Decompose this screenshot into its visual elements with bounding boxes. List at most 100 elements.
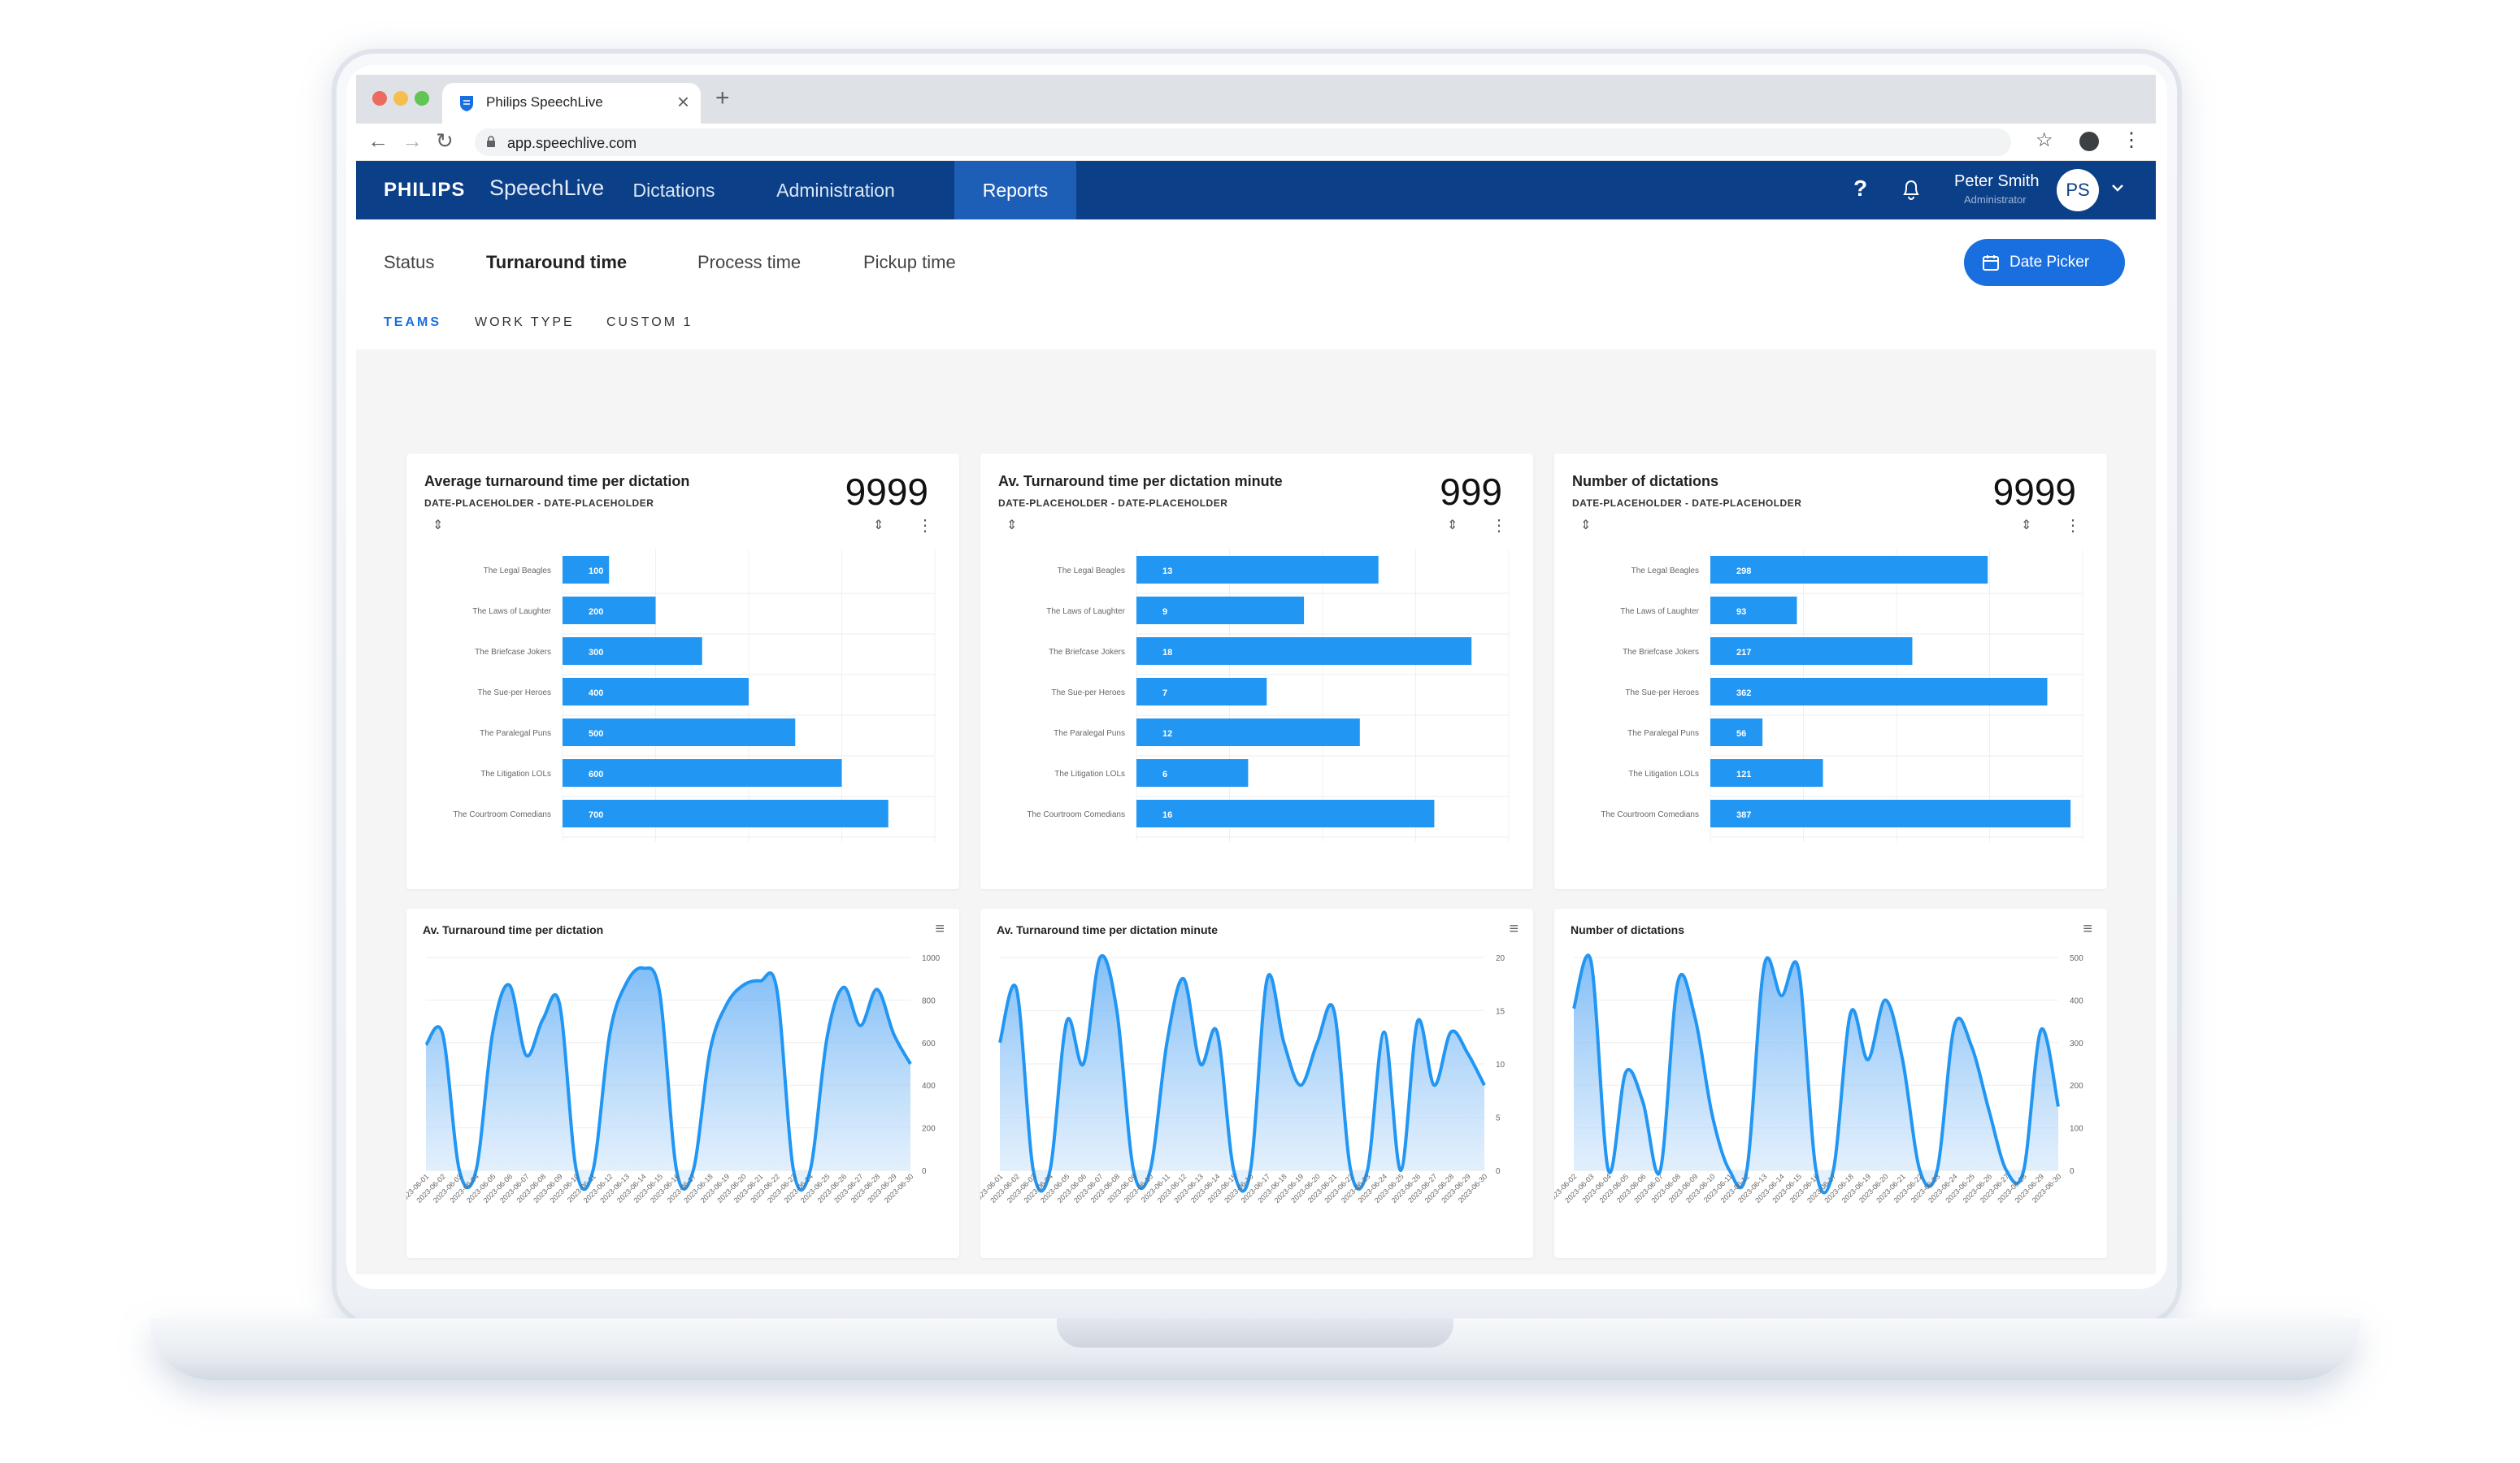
bar [1136, 556, 1379, 584]
bar-value-label: 93 [1736, 607, 1746, 617]
bell-icon[interactable] [1901, 177, 1922, 202]
window-zoom-dot[interactable] [415, 91, 429, 106]
bookmark-star-icon[interactable]: ☆ [2036, 129, 2053, 151]
bar-value-label: 18 [1162, 648, 1172, 658]
window-minimize-dot[interactable] [393, 91, 408, 106]
help-icon[interactable]: ? [1853, 176, 1868, 201]
bar [1710, 637, 1913, 665]
nav-dictations[interactable]: Dictations [632, 180, 715, 201]
sort-icon[interactable]: ⇕ [1447, 519, 1458, 532]
card-total: 999 [1440, 471, 1502, 513]
bar-category-label: The Courtroom Comedians [453, 810, 551, 819]
bar-category-label: The Courtroom Comedians [1601, 810, 1699, 819]
nav-reports[interactable]: Reports [954, 161, 1076, 219]
card-date-range: DATE-PLACEHOLDER - DATE-PLACEHOLDER [424, 497, 654, 509]
card-total: 9999 [845, 471, 928, 513]
sort-icon[interactable]: ⇕ [1006, 519, 1018, 532]
sort-icon[interactable]: ⇕ [432, 519, 444, 532]
bar-chart: 13 The Legal Beagles 9 The Laws of Laughter… [1027, 549, 1510, 842]
bar-category-label: The Briefcase Jokers [475, 648, 551, 657]
bar [1136, 718, 1360, 746]
group-tab-teams[interactable]: TEAMS [384, 315, 441, 329]
nav-administration[interactable]: Administration [776, 180, 895, 201]
bar-category-label: The Litigation LOLs [1054, 770, 1125, 779]
y-tick-label: 0 [1496, 1167, 1501, 1176]
tab-close-icon[interactable]: × [676, 89, 689, 114]
calendar-icon [1983, 255, 1999, 271]
more-options-icon[interactable]: ⋮ [1491, 517, 1507, 535]
bar-category-label: The Briefcase Jokers [1623, 648, 1699, 657]
y-tick-label: 600 [922, 1040, 936, 1048]
bar-category-label: The Litigation LOLs [1628, 770, 1699, 779]
more-options-icon[interactable]: ⋮ [917, 517, 933, 535]
bar-category-label: The Legal Beagles [484, 567, 551, 575]
bar [563, 556, 610, 584]
bar-value-label: 500 [589, 729, 603, 739]
y-tick-label: 10 [1496, 1061, 1505, 1070]
chart-menu-icon[interactable]: ≡ [935, 920, 945, 938]
bar [1136, 597, 1305, 624]
card-title: Average turnaround time per dictation [424, 473, 690, 489]
summary-card-turnaround-per-minute: Av. Turnaround time per dictation minute… [980, 454, 1533, 889]
area-fill [1574, 955, 2058, 1193]
philips-logo: PHILIPS [384, 179, 466, 201]
bar-value-label: 16 [1162, 810, 1172, 820]
date-picker-button[interactable]: Date Picker [1964, 239, 2125, 286]
tab-pickup-time[interactable]: Pickup time [863, 252, 956, 272]
forward-arrow-icon[interactable]: → [402, 128, 423, 153]
address-bar[interactable]: app.speechlive.com [475, 128, 2011, 156]
bar-category-label: The Briefcase Jokers [1049, 648, 1125, 657]
sort-icon[interactable]: ⇕ [1580, 519, 1592, 532]
y-tick-label: 200 [922, 1125, 936, 1134]
bar [1710, 597, 1797, 624]
bar-value-label: 100 [589, 567, 603, 576]
browser-tab[interactable]: Philips SpeechLive × [442, 83, 701, 124]
bar-value-label: 387 [1736, 810, 1751, 820]
group-tab-custom-1[interactable]: CUSTOM 1 [606, 315, 693, 329]
trend-card-avg-turnaround: Av. Turnaround time per dictation ≡ 0 200… [406, 909, 959, 1258]
screen: Philips SpeechLive × + ← → ↻ app.speechl… [356, 75, 2156, 1274]
bar [1136, 759, 1249, 787]
bar-value-label: 700 [589, 810, 603, 820]
chevron-down-icon[interactable] [2109, 179, 2127, 197]
laptop-hinge-notch [1057, 1318, 1453, 1348]
y-tick-label: 200 [2070, 1082, 2083, 1091]
tab-turnaround-time[interactable]: Turnaround time [486, 252, 628, 272]
area-chart: 051015202023-06-012023-06-022023-06-0320… [980, 954, 1505, 1205]
bar-value-label: 200 [589, 607, 603, 617]
bar [563, 597, 656, 624]
reload-icon[interactable]: ↻ [436, 128, 454, 153]
browser-tab-title: Philips SpeechLive [486, 94, 603, 110]
window-close-dot[interactable] [372, 91, 387, 106]
area-chart: 01002003004005002023-06-022023-06-032023… [1554, 953, 2083, 1205]
bar-chart: 298 The Legal Beagles 93 The Laws of Laught… [1601, 549, 2083, 842]
bar [1710, 556, 1988, 584]
date-picker-label: Date Picker [2009, 254, 2090, 271]
chart-title: Number of dictations [1571, 923, 1685, 936]
sort-icon[interactable]: ⇕ [873, 519, 884, 532]
card-date-range: DATE-PLACEHOLDER - DATE-PLACEHOLDER [1572, 497, 1802, 509]
bar [1136, 800, 1435, 827]
bar-value-label: 362 [1736, 688, 1751, 698]
new-tab-icon[interactable]: + [715, 85, 730, 111]
bar-value-label: 121 [1736, 770, 1751, 779]
bar-category-label: The Paralegal Puns [1627, 729, 1699, 738]
tab-process-time[interactable]: Process time [697, 252, 802, 272]
series-line [1572, 953, 2060, 1195]
series-line [424, 966, 912, 1192]
browser-menu-icon[interactable]: ⋮ [2122, 129, 2141, 151]
bar-category-label: The Legal Beagles [1631, 567, 1699, 575]
bar-category-label: The Legal Beagles [1058, 567, 1125, 575]
bar-category-label: The Sue-per Heroes [1625, 688, 1699, 697]
philips-shield-icon [460, 96, 473, 111]
group-tab-work-type[interactable]: WORK TYPE [475, 315, 575, 329]
more-options-icon[interactable]: ⋮ [2065, 517, 2081, 535]
back-arrow-icon[interactable]: ← [367, 128, 389, 153]
avatar[interactable]: PS [2057, 169, 2099, 211]
chart-menu-icon[interactable]: ≡ [1509, 920, 1519, 938]
browser-profile-icon[interactable] [2079, 132, 2099, 151]
tab-status[interactable]: Status [384, 252, 435, 272]
sort-icon[interactable]: ⇕ [2021, 519, 2032, 532]
bar [563, 718, 796, 746]
chart-menu-icon[interactable]: ≡ [2083, 920, 2092, 938]
